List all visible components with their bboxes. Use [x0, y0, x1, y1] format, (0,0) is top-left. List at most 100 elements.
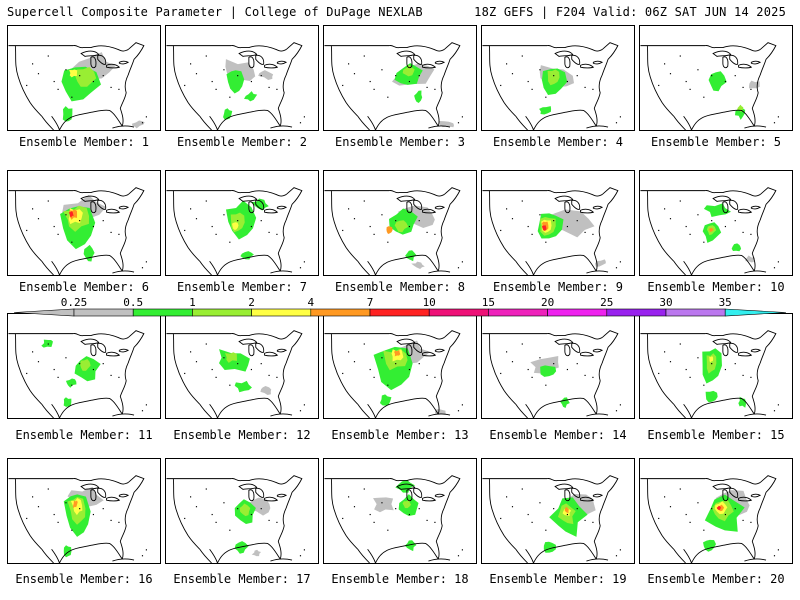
colorbar-tick-label: 2	[248, 296, 255, 309]
member-label: Ensemble Member: 20	[647, 572, 785, 586]
ensemble-member-map	[639, 458, 793, 564]
parameter-shading	[702, 348, 746, 408]
forecast-map	[482, 42, 621, 130]
model-run-info: 18Z GEFS | F204 Valid: 06Z SAT JUN 14 20…	[474, 5, 786, 19]
colorbar-tick-label: 0.5	[123, 296, 143, 309]
parameter-shading	[702, 203, 756, 263]
member-label: Ensemble Member: 8	[334, 280, 466, 294]
colorbar-tick-label: 35	[719, 296, 732, 309]
member-label: Ensemble Member: 9	[492, 280, 624, 294]
member-label: Ensemble Member: 1	[18, 135, 150, 149]
member-label: Ensemble Member: 19	[489, 572, 627, 586]
coastline-outline	[640, 187, 779, 275]
forecast-map	[166, 330, 305, 418]
parameter-shading	[530, 356, 570, 409]
colorbar-tick-label: 1	[189, 296, 196, 309]
parameter-shading	[234, 497, 271, 557]
ensemble-member-map	[639, 25, 793, 131]
ensemble-member-map	[639, 170, 793, 276]
colorbar-segment	[724, 308, 787, 317]
colorbar-segment	[488, 308, 548, 317]
parameter-shading	[373, 340, 446, 415]
parameter-shading	[225, 198, 269, 260]
colorbar-tick-label: 20	[541, 296, 554, 309]
coastline-outline	[324, 330, 463, 418]
colorbar-segment	[665, 308, 726, 317]
forecast-map	[324, 475, 463, 563]
ensemble-member-map	[7, 458, 161, 564]
parameter-shading	[708, 71, 760, 120]
parameter-shading	[391, 63, 454, 128]
forecast-map	[8, 187, 147, 275]
ensemble-member-map	[323, 25, 477, 131]
member-label: Ensemble Member: 3	[334, 135, 466, 149]
colorbar-segment	[369, 308, 430, 317]
member-label: Ensemble Member: 7	[176, 280, 308, 294]
forecast-map	[8, 42, 147, 130]
parameter-shading	[41, 339, 101, 407]
colorbar-segment	[547, 308, 608, 317]
forecast-map	[640, 330, 779, 418]
ensemble-member-map	[7, 313, 161, 419]
colorbar-segment	[13, 308, 75, 317]
colorbar-tick-label: 10	[423, 296, 436, 309]
forecast-map	[324, 187, 463, 275]
parameter-shading	[60, 194, 107, 262]
member-label: Ensemble Member: 4	[492, 135, 624, 149]
ensemble-member-map	[323, 313, 477, 419]
member-label: Ensemble Member: 14	[489, 428, 627, 442]
coastline-outline	[166, 330, 305, 418]
parameter-shading	[537, 209, 606, 267]
forecast-map	[8, 330, 147, 418]
ensemble-member-map	[165, 313, 319, 419]
ensemble-member-map	[323, 458, 477, 564]
colorbar-tick-label: 4	[307, 296, 314, 309]
forecast-map	[324, 330, 463, 418]
forecast-map	[482, 187, 621, 275]
coastline-outline	[8, 42, 147, 130]
member-label: Ensemble Member: 12	[173, 428, 311, 442]
coastline-outline	[640, 42, 779, 130]
member-label: Ensemble Member: 6	[18, 280, 150, 294]
colorbar-segment	[132, 308, 193, 317]
colorbar-segment	[428, 308, 489, 317]
forecast-map	[166, 187, 305, 275]
coastline-outline	[640, 330, 779, 418]
parameter-shading	[543, 494, 596, 553]
coastline-outline	[8, 330, 147, 418]
member-label: Ensemble Member: 16	[15, 572, 153, 586]
forecast-map	[8, 475, 147, 563]
ensemble-member-map	[7, 25, 161, 131]
forecast-map	[640, 187, 779, 275]
coastline-outline	[482, 42, 621, 130]
colorbar-tick-label: 25	[600, 296, 613, 309]
ensemble-member-map	[165, 170, 319, 276]
coastline-outline	[482, 330, 621, 418]
ensemble-member-map	[165, 25, 319, 131]
ensemble-member-map	[165, 458, 319, 564]
member-label: Ensemble Member: 10	[647, 280, 785, 294]
coastline-outline	[482, 475, 621, 563]
forecast-map	[166, 475, 305, 563]
ensemble-member-map	[481, 313, 635, 419]
forecast-map	[640, 42, 779, 130]
forecast-map	[482, 475, 621, 563]
parameter-shading	[539, 65, 574, 115]
coastline-outline	[8, 475, 147, 563]
ensemble-member-map	[639, 313, 793, 419]
ensemble-member-map	[481, 170, 635, 276]
forecast-map	[482, 330, 621, 418]
coastline-outline	[482, 187, 621, 275]
member-label: Ensemble Member: 5	[650, 135, 782, 149]
colorbar-segment	[310, 308, 371, 317]
member-label: Ensemble Member: 17	[173, 572, 311, 586]
colorbar-tick-label: 7	[367, 296, 374, 309]
member-label: Ensemble Member: 2	[176, 135, 308, 149]
colorbar-tick-label: 15	[482, 296, 495, 309]
colorbar-segment	[73, 308, 134, 317]
parameter-shading	[63, 486, 104, 558]
ensemble-member-map	[481, 458, 635, 564]
member-label: Ensemble Member: 15	[647, 428, 785, 442]
color-scale-bar: 0.25 0.5 1 2 4 7 10 15 20 25 30 35	[13, 296, 787, 317]
forecast-map	[640, 475, 779, 563]
